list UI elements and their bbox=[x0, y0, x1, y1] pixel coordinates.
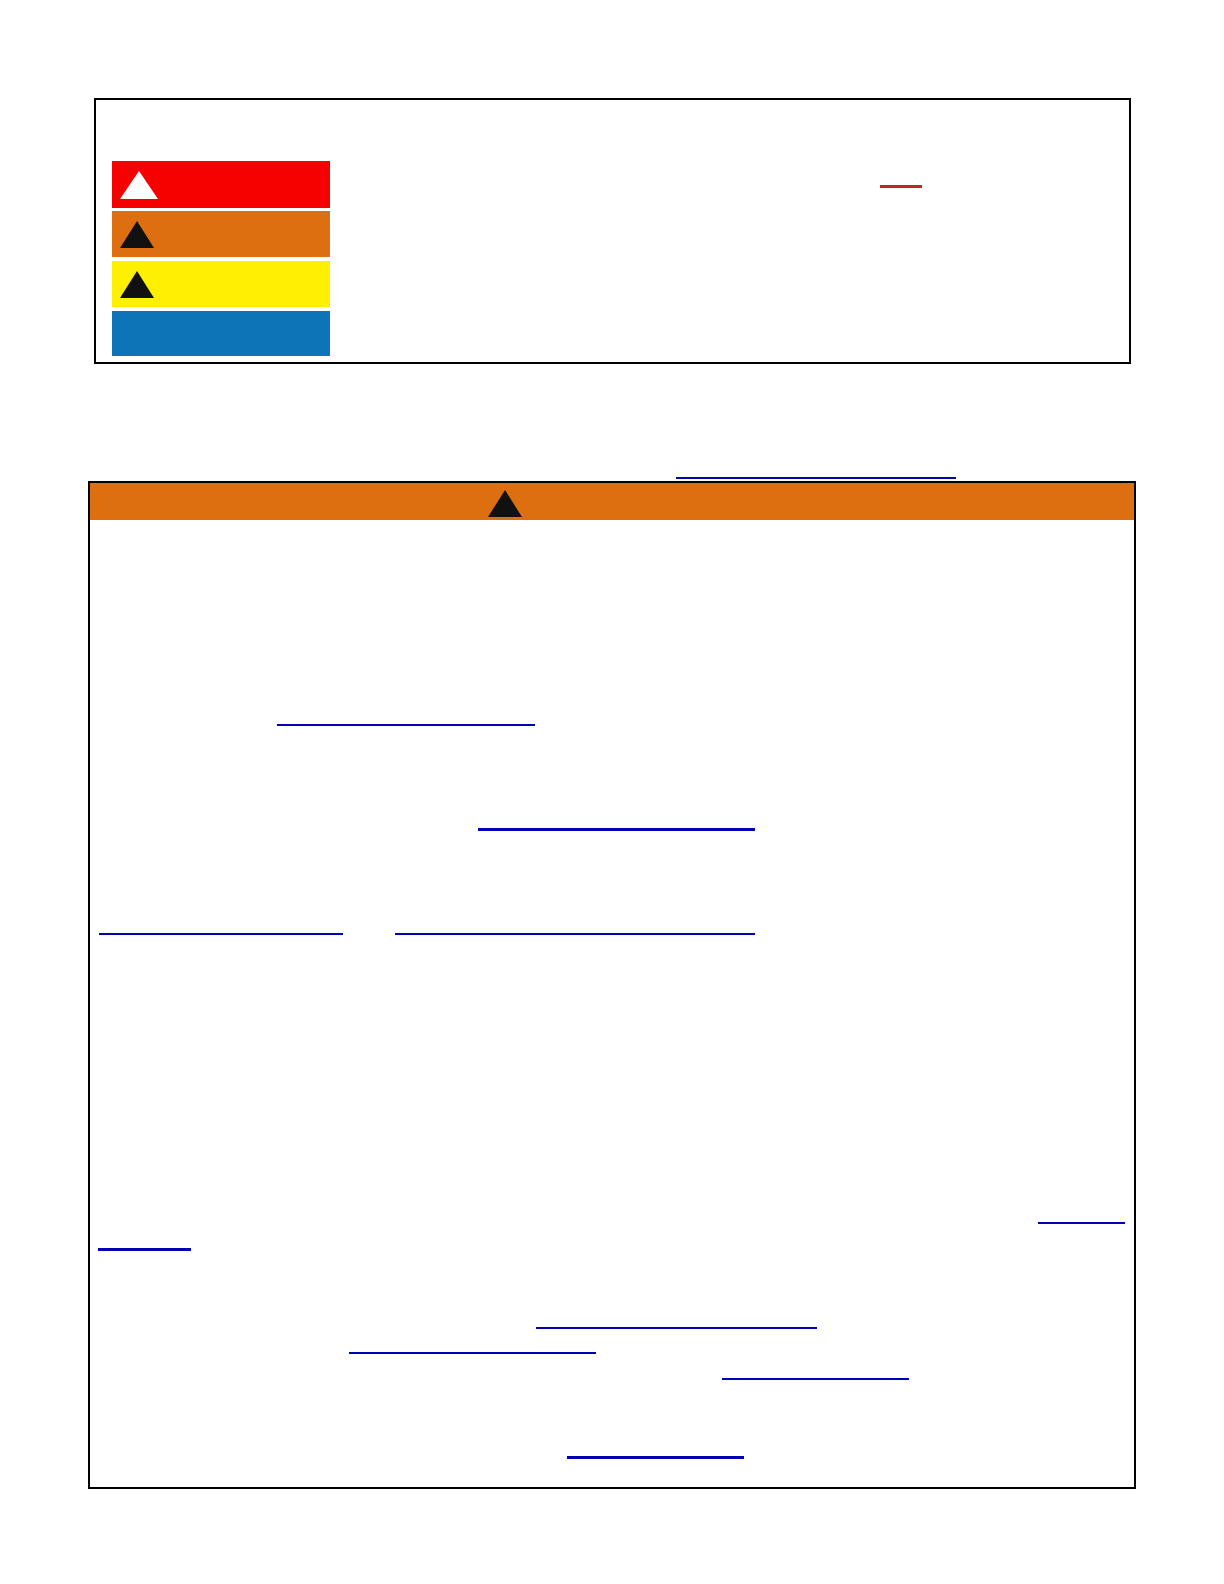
red-hyperlink-underline[interactable] bbox=[880, 185, 922, 188]
caution-triangle-icon bbox=[120, 271, 154, 298]
hyperlink-underline-4[interactable] bbox=[395, 933, 755, 935]
signal-legend-box bbox=[94, 98, 1131, 364]
hyperlink-underline-6[interactable] bbox=[98, 1248, 191, 1251]
hyperlink-underline-8[interactable] bbox=[349, 1352, 596, 1354]
hyperlink-underline-2[interactable] bbox=[478, 828, 755, 831]
hyperlink-underline-7[interactable] bbox=[536, 1327, 817, 1329]
hyperlink-underline-9[interactable] bbox=[722, 1378, 909, 1380]
warning-header-bar bbox=[90, 483, 1134, 520]
intro-hyperlink-underline[interactable] bbox=[676, 477, 956, 479]
hyperlink-underline-10[interactable] bbox=[567, 1456, 744, 1459]
warning-header-triangle-icon bbox=[488, 490, 522, 517]
danger-signal-bar bbox=[112, 161, 330, 208]
warning-signal-bar bbox=[112, 211, 330, 257]
hyperlink-underline-1[interactable] bbox=[277, 724, 535, 726]
notice-signal-bar bbox=[112, 311, 330, 356]
warning-panel bbox=[88, 481, 1136, 1489]
hyperlink-underline-5[interactable] bbox=[1038, 1222, 1125, 1224]
hyperlink-underline-3[interactable] bbox=[99, 933, 343, 935]
danger-triangle-icon bbox=[120, 171, 158, 199]
warning-triangle-icon bbox=[120, 221, 154, 248]
caution-signal-bar bbox=[112, 261, 330, 307]
